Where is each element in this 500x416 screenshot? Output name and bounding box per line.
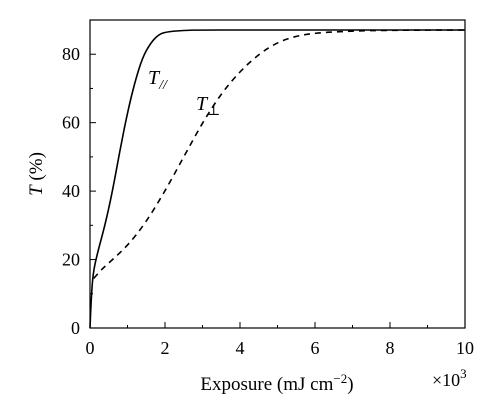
x-tick-label: 2 [161,338,170,358]
x-tick-label: 4 [236,338,245,358]
axis-titles: Exposure (mJ cm−2) ×103 T (%) [26,152,467,395]
x-tick-label: 6 [311,338,320,358]
axis-ticks: 0 2 4 6 8 10 0 20 40 60 80 [62,44,474,358]
x-tick-label: 0 [86,338,95,358]
y-tick-label: 20 [62,250,80,270]
series-label-parallel: T// [148,67,168,93]
curves-layer [89,29,466,329]
series-label-perpendicular: T⊥ [196,93,220,119]
y-tick-label: 80 [62,44,80,64]
y-axis-title: T (%) [26,152,47,196]
x-tick-label: 8 [386,338,395,358]
y-tick-label: 40 [62,181,80,201]
x-tick-label: 10 [456,338,474,358]
y-tick-label: 60 [62,113,80,133]
plot-area-frame [89,19,466,329]
x-axis-title: Exposure (mJ cm−2) [200,371,353,395]
curve-labels: T// T⊥ [148,67,220,119]
y-tick-label: 0 [71,318,80,338]
x-axis-multiplier: ×103 [432,366,467,390]
series-line-parallel [89,29,465,329]
